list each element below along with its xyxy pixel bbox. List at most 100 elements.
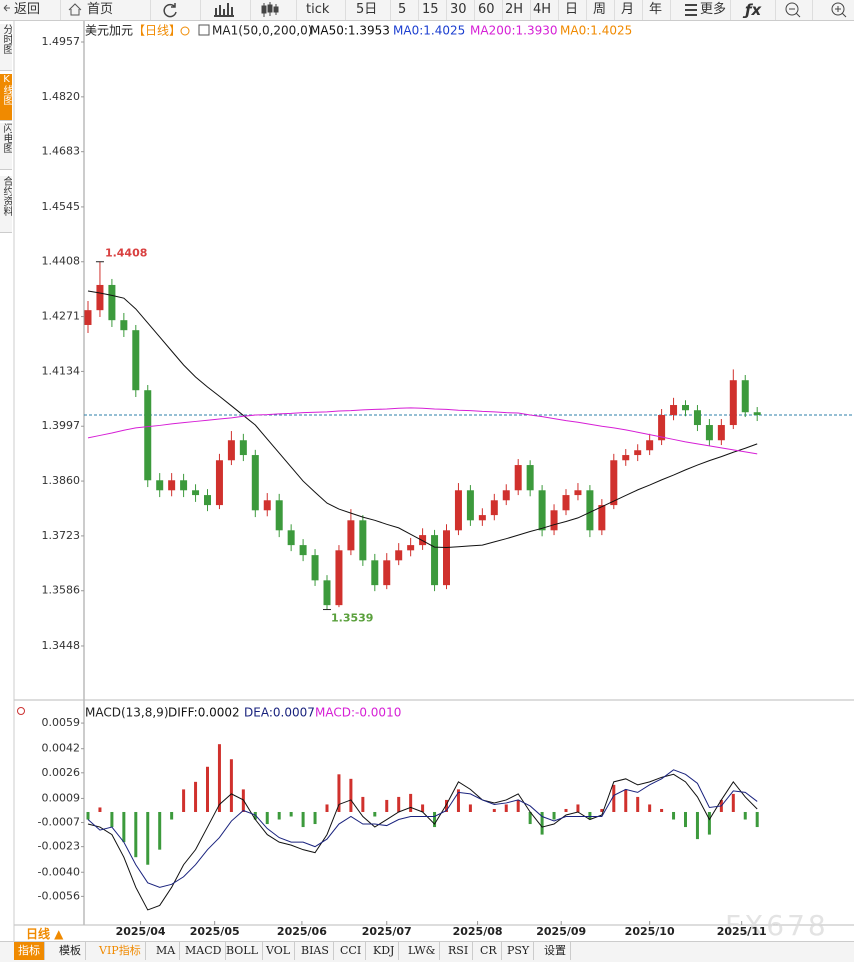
indicator-label: MA1(50,0,200,0) [212, 24, 312, 38]
toolbar-button[interactable]: 返回 [14, 2, 41, 17]
candle-body [514, 465, 522, 491]
indicator-tab[interactable]: MACD [181, 942, 227, 960]
toolbar-button[interactable]: 5日 [356, 2, 378, 17]
candle-body [96, 284, 104, 311]
separator [345, 0, 346, 20]
candle-body [144, 390, 152, 481]
candle-body [490, 500, 498, 516]
candle-body [168, 480, 176, 491]
y-tick-label: 1.4271 [42, 310, 81, 323]
candle-body [395, 550, 403, 561]
indicator-tab[interactable]: VIP指标 [95, 942, 146, 960]
macd-bar [588, 811, 592, 820]
toolbar-button[interactable]: 2H [505, 2, 524, 17]
toolbar-button[interactable]: 60 [478, 2, 495, 17]
macd-bar [289, 811, 293, 817]
sidebar-tab[interactable]: 分时图 [0, 24, 12, 71]
refresh-icon [163, 3, 177, 18]
x-tick-label: 2025/10 [625, 925, 675, 938]
candle-body [371, 560, 379, 586]
macd-bar [540, 811, 544, 835]
separator [446, 0, 447, 20]
toolbar-button[interactable]: 首页 [87, 2, 114, 17]
macd-bar [134, 811, 138, 858]
y-tick-label: 1.3723 [42, 529, 81, 542]
candle-icon [261, 2, 279, 17]
toolbar-button[interactable]: 更多 [700, 2, 727, 17]
macd-bar [576, 804, 580, 812]
macd-bar [695, 811, 699, 840]
macd-bar [86, 811, 90, 820]
legend-entry: DIFF:0.0002 [168, 706, 240, 720]
indicator-tab[interactable]: MA [152, 942, 181, 960]
indicator-tab[interactable]: RSI [444, 942, 474, 960]
toolbar-button[interactable]: ƒx [745, 1, 762, 19]
y-tick-label: 1.3448 [42, 639, 81, 652]
toolbar-button[interactable]: 5 [398, 2, 407, 17]
candle-body [670, 405, 678, 416]
indicator-tab[interactable]: LW& [404, 942, 441, 960]
candle-body [478, 515, 486, 521]
macd-bar [194, 781, 198, 812]
separator [730, 0, 731, 20]
macd-bar [313, 811, 317, 825]
toolbar-button[interactable]: 月 [621, 2, 635, 17]
indicator-tab[interactable]: BIAS [297, 942, 334, 960]
macd-bar [409, 793, 413, 812]
indicator-tab[interactable]: 设置 [540, 942, 571, 960]
indicator-tab[interactable]: 指标 [14, 942, 45, 960]
separator [586, 0, 587, 20]
macd-bar [182, 789, 186, 812]
macd-bar [648, 804, 652, 812]
candle-body [287, 530, 295, 546]
zoom-out-icon [789, 8, 801, 18]
macd-bar [624, 789, 628, 812]
y-tick-label: -0.0023 [38, 840, 80, 853]
candle-body [538, 490, 546, 531]
candle-body [753, 412, 761, 416]
macd-bar [564, 808, 568, 812]
period-button[interactable]: 日线 ▲ [26, 927, 64, 941]
macd-bar [337, 774, 341, 812]
toolbar-button[interactable]: 年 [649, 2, 663, 17]
legend-entry: MA50:1.3953 [310, 24, 390, 38]
indicator-icon [17, 707, 25, 715]
macd-bar [158, 811, 162, 850]
indicator-tab[interactable]: KDJ [369, 942, 400, 960]
legend-entry: MACD:-0.0010 [315, 706, 401, 720]
y-tick-label: -0.0040 [38, 865, 80, 878]
y-tick-label: -0.0007 [38, 816, 80, 829]
toolbar-button[interactable]: 周 [593, 2, 607, 17]
sidebar-tab[interactable]: 闪电图 [0, 123, 12, 170]
indicator-tab[interactable]: 模板 [55, 942, 86, 960]
candle-body [263, 500, 271, 511]
macd-bar [707, 811, 711, 835]
toolbar-button[interactable]: 15 [422, 2, 439, 17]
separator [558, 0, 559, 20]
indicator-tab[interactable]: CCI [336, 942, 367, 960]
sidebar-tab[interactable]: K线图 [0, 74, 12, 121]
sidebar-tab[interactable]: 合约资料 [0, 176, 12, 233]
toolbar-button[interactable]: 日 [565, 2, 579, 17]
macd-bar [110, 811, 114, 828]
toolbar-button[interactable]: 4H [533, 2, 552, 17]
candle-body [275, 500, 283, 531]
macd-bar [743, 811, 747, 820]
toolbar-button[interactable]: tick [306, 2, 330, 17]
candle-body [586, 490, 594, 531]
indicator-tab[interactable]: BOLL [222, 942, 263, 960]
separator [418, 0, 419, 20]
indicator-tab[interactable]: VOL [262, 942, 296, 960]
macd-bar [325, 804, 329, 812]
macd-bar [361, 796, 365, 812]
macd-title: MACD(13,8,9) [85, 706, 169, 720]
macd-bar [349, 778, 353, 812]
indicator-tab[interactable]: CR [476, 942, 502, 960]
macd-bar [516, 799, 520, 812]
x-tick-label: 2025/11 [717, 925, 767, 938]
indicator-tab[interactable]: PSY [503, 942, 535, 960]
macd-bar [456, 789, 460, 812]
toolbar-button[interactable]: 30 [450, 2, 467, 17]
